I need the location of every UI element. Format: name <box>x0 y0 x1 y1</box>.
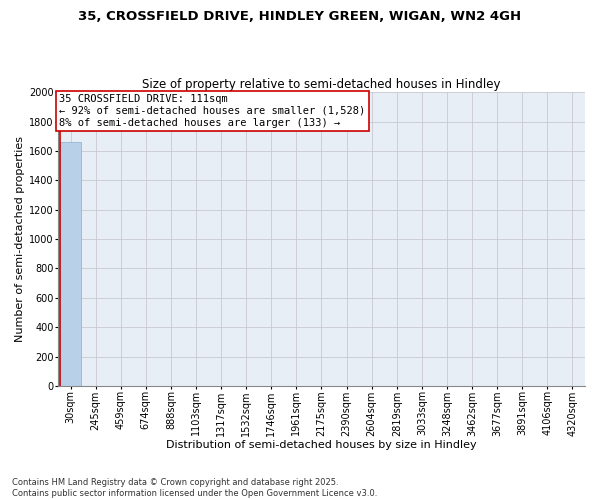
Text: Contains HM Land Registry data © Crown copyright and database right 2025.
Contai: Contains HM Land Registry data © Crown c… <box>12 478 377 498</box>
Y-axis label: Number of semi-detached properties: Number of semi-detached properties <box>15 136 25 342</box>
Text: 35, CROSSFIELD DRIVE, HINDLEY GREEN, WIGAN, WN2 4GH: 35, CROSSFIELD DRIVE, HINDLEY GREEN, WIG… <box>79 10 521 23</box>
Text: 35 CROSSFIELD DRIVE: 111sqm
← 92% of semi-detached houses are smaller (1,528)
8%: 35 CROSSFIELD DRIVE: 111sqm ← 92% of sem… <box>59 94 365 128</box>
Title: Size of property relative to semi-detached houses in Hindley: Size of property relative to semi-detach… <box>142 78 501 91</box>
Bar <box>61 142 80 386</box>
X-axis label: Distribution of semi-detached houses by size in Hindley: Distribution of semi-detached houses by … <box>166 440 477 450</box>
